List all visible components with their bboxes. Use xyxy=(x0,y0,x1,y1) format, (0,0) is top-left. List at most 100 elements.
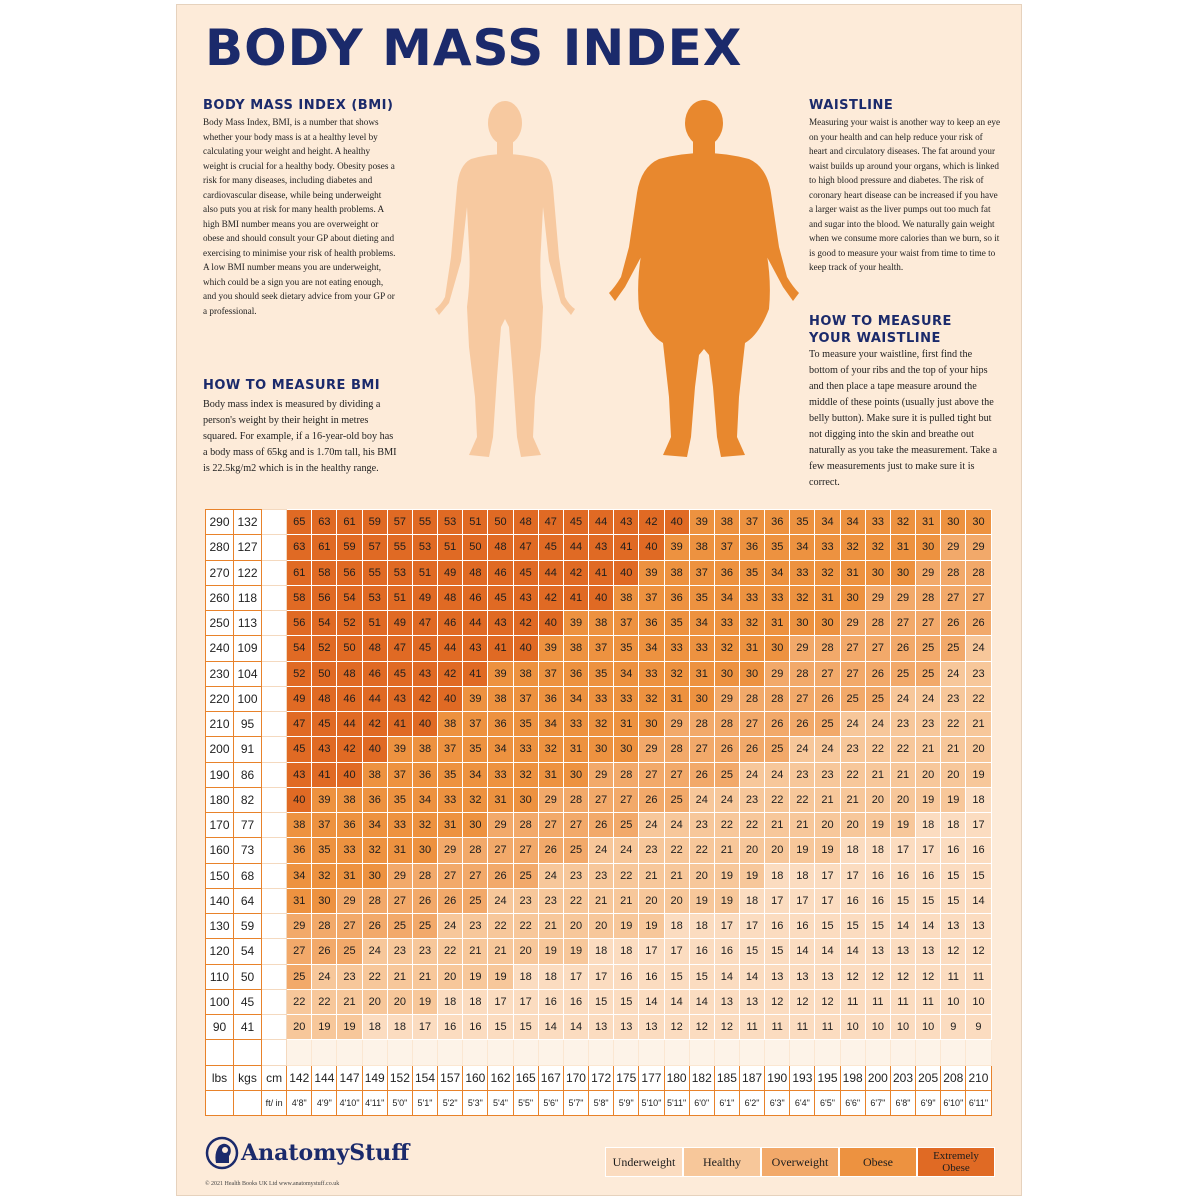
bmi-legend: Underweight Healthy Overweight Obese Extreme… xyxy=(605,1147,995,1177)
bmi-cell: 22 xyxy=(311,988,338,1016)
legend-item-obese: Obese xyxy=(839,1147,917,1177)
height-cm-cell: 205 xyxy=(915,1064,942,1091)
bmi-cell: 22 xyxy=(512,912,539,940)
bmi-cell: 48 xyxy=(437,584,464,612)
slim-figure-shape xyxy=(435,101,575,457)
bmi-cell: 47 xyxy=(386,635,413,662)
bmi-cell: 42 xyxy=(437,660,464,687)
height-cm-cell: 152 xyxy=(386,1064,413,1091)
bmi-cell: 33 xyxy=(738,584,766,612)
weight-lbs-cell: 280 xyxy=(205,534,234,561)
bmi-cell: 18 xyxy=(663,912,690,940)
bmi-cell: 14 xyxy=(814,938,841,965)
height-ft-cell: 6'10" xyxy=(940,1089,967,1117)
bmi-cell: 30 xyxy=(940,508,967,536)
bmi-cell: 20 xyxy=(437,963,464,990)
empty-cell xyxy=(205,1089,234,1117)
weight-lbs-cell: 200 xyxy=(205,736,234,763)
table-row: 100 45 22 22 21 20 20 19 18 18 17 17 16 16 15 15 14 14 14 1… xyxy=(205,988,992,1016)
bmi-cell: 25 xyxy=(889,660,917,687)
bmi-cell: 40 xyxy=(512,635,539,662)
bmi-cell: 43 xyxy=(286,761,313,788)
bmi-cell: 46 xyxy=(361,660,388,687)
bmi-cell: 23 xyxy=(537,887,564,915)
bmi-cell: 18 xyxy=(588,938,615,965)
bmi-cell: 39 xyxy=(537,635,564,662)
gap-cell xyxy=(260,862,288,889)
bmi-cell: 48 xyxy=(311,685,338,713)
bmi-cell: 15 xyxy=(738,938,766,965)
bmi-cell: 23 xyxy=(462,912,489,940)
poster: BODY MASS INDEX BODY MASS INDEX (BMI) Bo… xyxy=(176,4,1022,1196)
bmi-cell: 38 xyxy=(336,786,363,814)
bmi-cell: 23 xyxy=(789,761,816,788)
bmi-cell: 15 xyxy=(613,988,640,1016)
bmi-cell: 63 xyxy=(311,508,338,536)
bmi-cell: 34 xyxy=(688,609,715,637)
spacer-cell xyxy=(487,1039,514,1066)
bmi-cell: 36 xyxy=(411,761,439,788)
bmi-cell: 23 xyxy=(965,660,992,687)
bmi-cell: 18 xyxy=(537,963,564,990)
weight-lbs-cell: 190 xyxy=(205,761,234,788)
bmi-cell: 18 xyxy=(361,1013,388,1041)
bmi-cell: 27 xyxy=(512,837,539,864)
bmi-cell: 42 xyxy=(537,584,564,612)
legend-item-overweight: Overweight xyxy=(761,1147,839,1177)
bmi-cell: 27 xyxy=(487,837,514,864)
measure-waist-heading-line1: HOW TO MEASURE xyxy=(809,314,952,329)
bmi-cell: 12 xyxy=(940,938,967,965)
bmi-cell: 10 xyxy=(839,1013,866,1041)
bmi-cell: 13 xyxy=(638,1013,665,1041)
table-row: 210 95 47 45 44 42 41 40 38 37 36 35 34 33 32 31 30 29 28 2… xyxy=(205,710,992,738)
bmi-cell: 51 xyxy=(462,508,489,536)
bmi-cell: 41 xyxy=(462,660,489,687)
bmi-cell: 35 xyxy=(663,609,690,637)
bmi-cell: 14 xyxy=(839,938,866,965)
bmi-cell: 18 xyxy=(789,862,816,889)
bmi-cell: 26 xyxy=(487,862,514,889)
weight-kgs-cell: 118 xyxy=(233,584,262,612)
bmi-cell: 11 xyxy=(889,988,917,1016)
bmi-cell: 27 xyxy=(663,761,690,788)
bmi-cell: 13 xyxy=(713,988,740,1016)
bmi-cell: 59 xyxy=(336,534,363,561)
bmi-cell: 30 xyxy=(688,685,715,713)
bmi-cell: 28 xyxy=(462,837,489,864)
table-row: 230 104 52 50 48 46 45 43 42 41 39 38 37 36 35 34 33 32 31… xyxy=(205,660,992,687)
bmi-cell: 15 xyxy=(839,912,866,940)
bmi-cell: 14 xyxy=(638,988,665,1016)
bmi-cell: 14 xyxy=(965,887,992,915)
bmi-cell: 24 xyxy=(713,786,740,814)
bmi-cell: 31 xyxy=(537,761,564,788)
spacer-cell xyxy=(764,1039,791,1066)
spacer-cell xyxy=(638,1039,665,1066)
weight-lbs-cell: 90 xyxy=(205,1013,234,1041)
bmi-cell: 50 xyxy=(487,508,514,536)
spacer-cell xyxy=(940,1039,967,1066)
bmi-cell: 36 xyxy=(663,584,690,612)
bmi-cell: 29 xyxy=(864,584,891,612)
bmi-cell: 17 xyxy=(738,912,766,940)
bmi-cell: 39 xyxy=(462,685,489,713)
bmi-cell: 24 xyxy=(764,761,791,788)
table-row: 190 86 43 41 40 38 37 36 35 34 33 32 31 30 29 28 27 27 26 2… xyxy=(205,761,992,788)
bmi-cell: 27 xyxy=(386,887,413,915)
bmi-cell: 37 xyxy=(537,660,564,687)
copyright: © 2021 Health Books UK Ltd www.anatomyst… xyxy=(205,1181,340,1187)
brand-name-part1: Anatomy xyxy=(241,1140,350,1166)
table-row: 200 91 45 43 42 40 39 38 37 35 34 33 32 31 30 30 29 28 27 2… xyxy=(205,736,992,763)
weight-kgs-cell: 68 xyxy=(233,862,262,889)
bmi-cell: 37 xyxy=(713,534,740,561)
bmi-cell: 28 xyxy=(562,786,590,814)
bmi-cell: 13 xyxy=(965,912,992,940)
bmi-cell: 15 xyxy=(965,862,992,889)
measure-bmi-paragraph: Body mass index is measured by dividing … xyxy=(203,399,397,474)
bmi-cell: 21 xyxy=(336,988,363,1016)
anatomy-head-icon xyxy=(205,1136,239,1170)
bmi-cell: 31 xyxy=(437,811,464,839)
bmi-cell: 13 xyxy=(789,963,816,990)
bmi-cell: 33 xyxy=(512,736,539,763)
bmi-cell: 34 xyxy=(562,685,590,713)
bmi-cell: 30 xyxy=(613,736,640,763)
